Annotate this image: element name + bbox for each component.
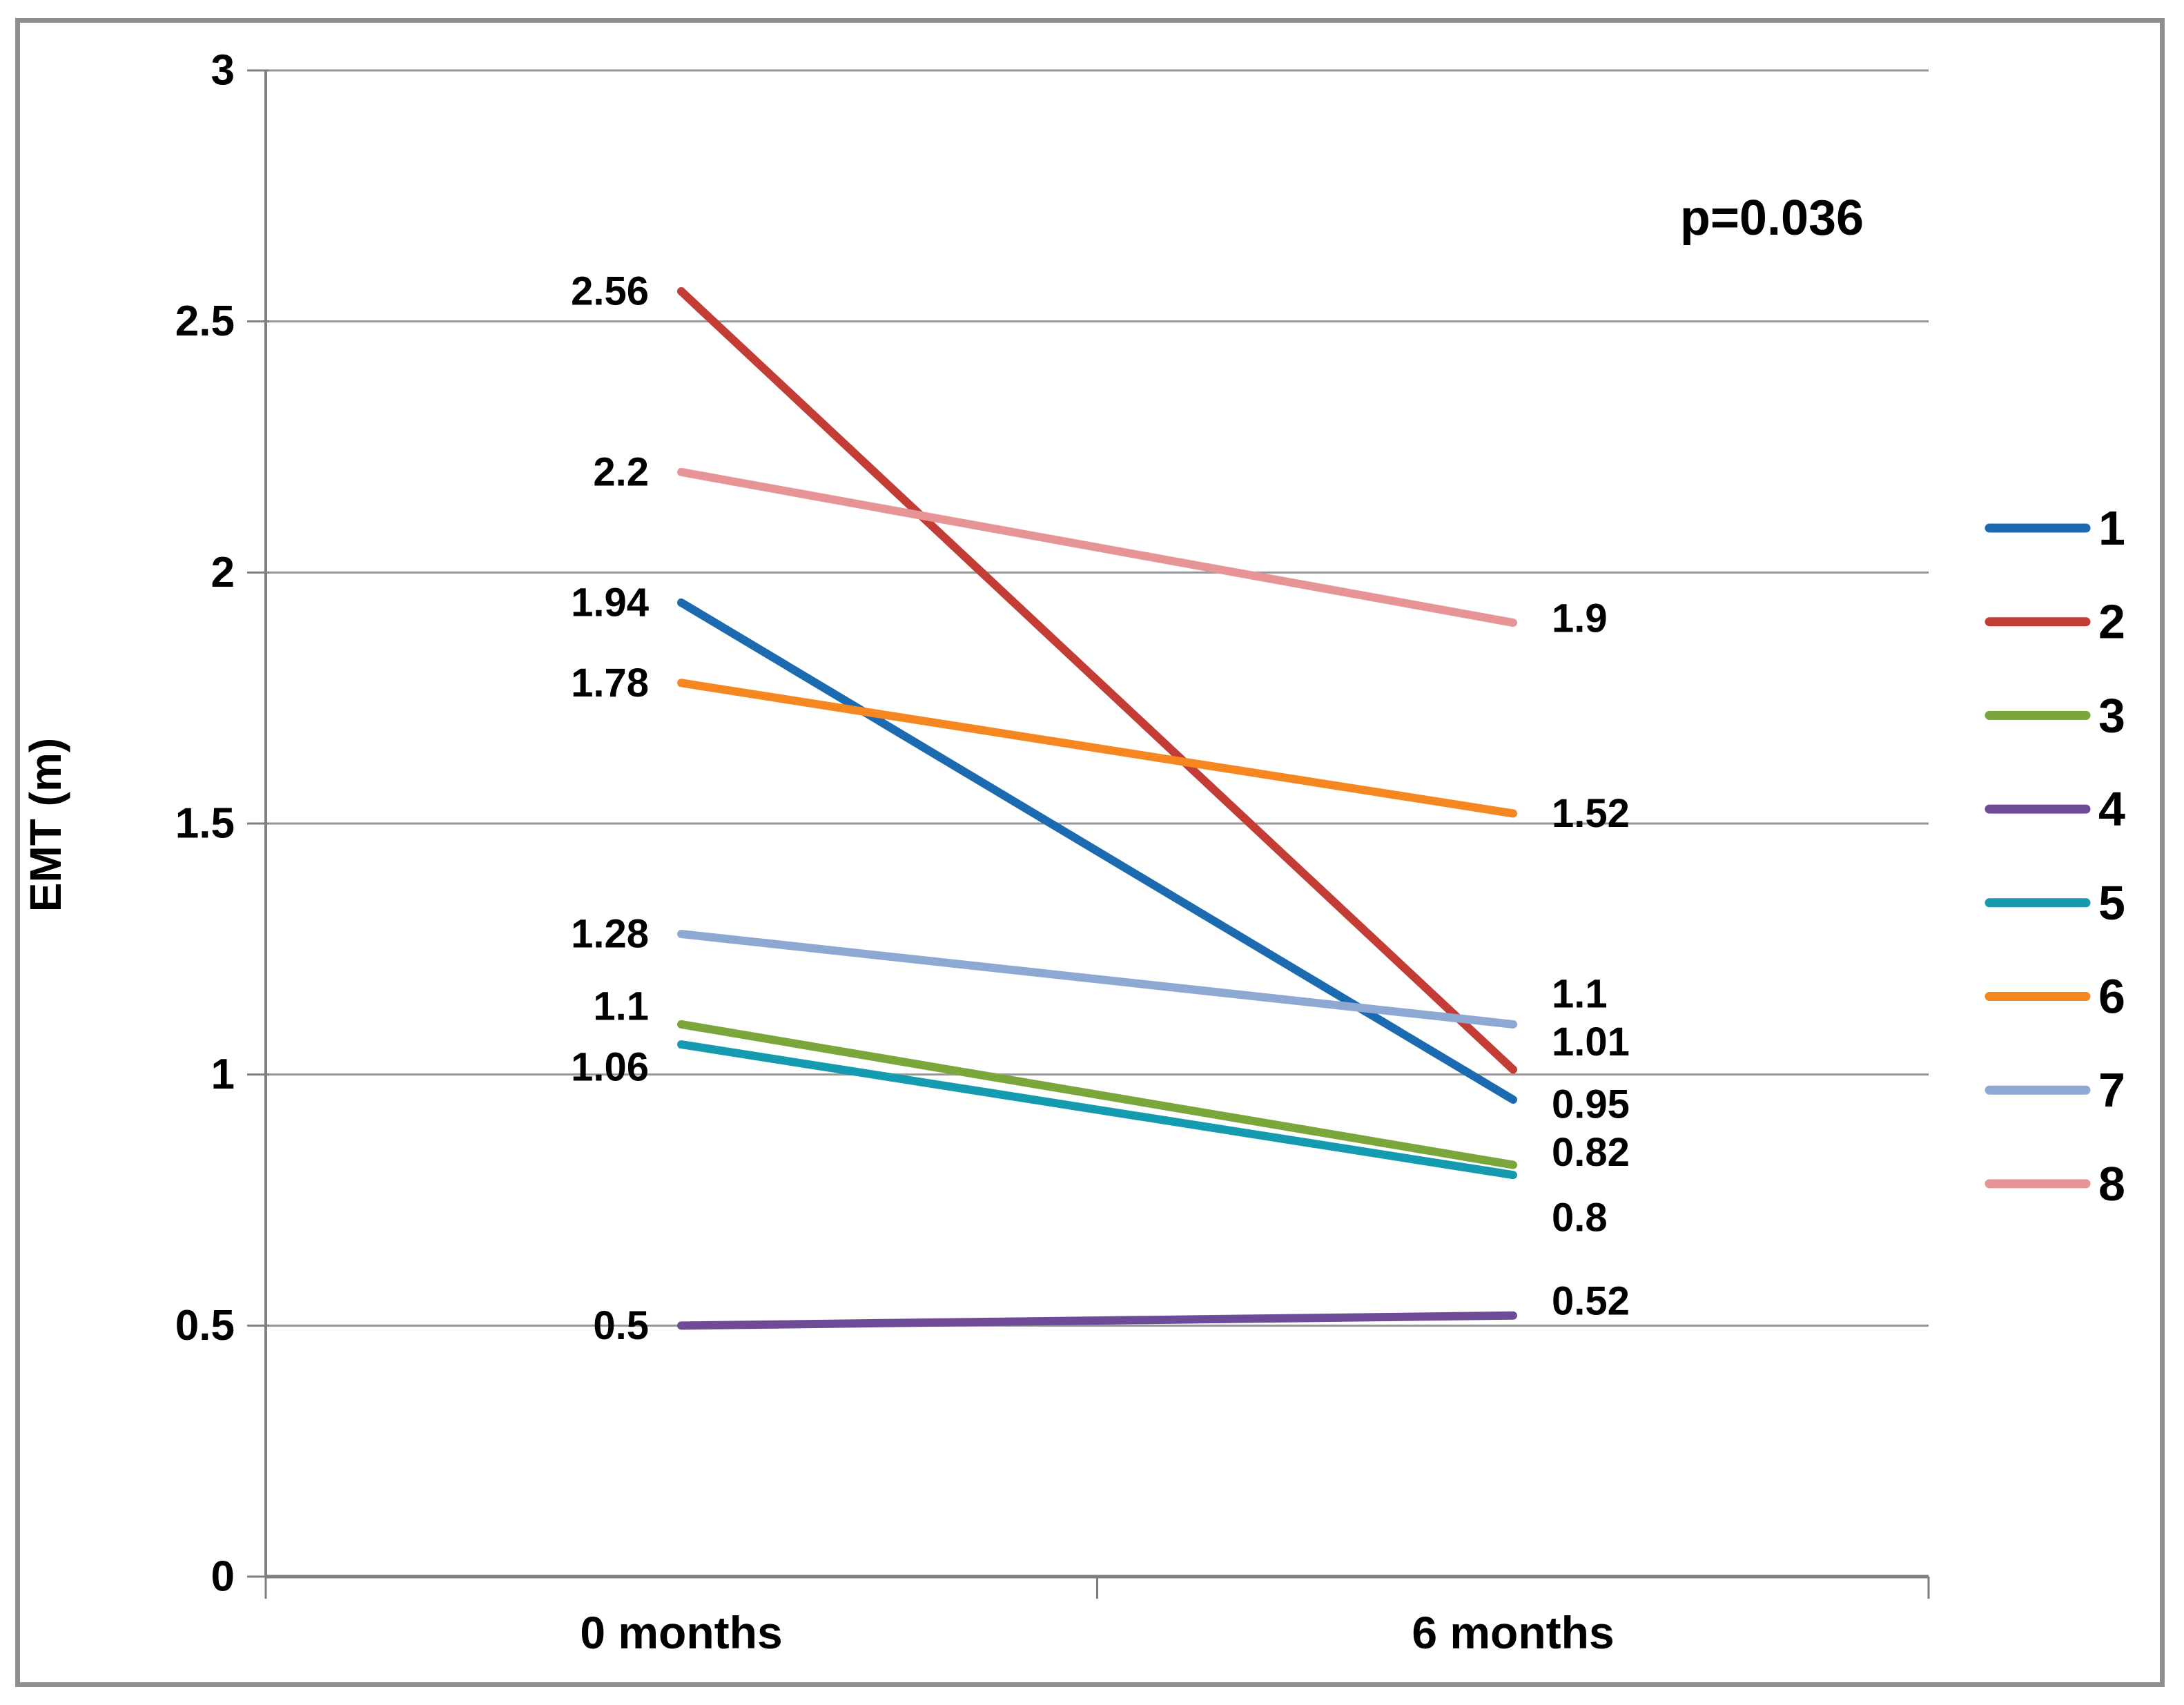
x-axis-label-6-months: 6 months xyxy=(1412,1607,1614,1658)
data-label-end-series-3: 0.82 xyxy=(1552,1130,1630,1175)
data-label-end-series-6: 1.52 xyxy=(1552,791,1630,836)
legend-layer: 1 2 3 4 5 6 7 8 xyxy=(1985,501,2125,1211)
data-label-end-series-2: 1.01 xyxy=(1552,1020,1630,1064)
legend-label-8: 8 xyxy=(2098,1157,2125,1211)
data-label-end-series-5: 0.8 xyxy=(1552,1196,1608,1240)
legend-label-5: 5 xyxy=(2098,876,2125,930)
series-line-5 xyxy=(677,1040,1517,1180)
data-label-start-series-6: 1.78 xyxy=(571,661,649,705)
y-axis-title: EMT (m) xyxy=(21,738,70,912)
axis-layer xyxy=(247,69,1930,1599)
y-tick-label-3: 3 xyxy=(211,47,235,95)
legend-label-6: 6 xyxy=(2098,970,2125,1024)
data-label-start-series-2: 2.56 xyxy=(571,269,649,314)
data-label-start-series-5: 1.06 xyxy=(571,1045,649,1090)
y-tick-label-1.5: 1.5 xyxy=(175,800,235,848)
x-axis-label-0-months: 0 months xyxy=(580,1607,782,1658)
y-tick-label-0.5: 0.5 xyxy=(175,1302,235,1350)
legend-label-4: 4 xyxy=(2098,782,2125,836)
data-label-start-series-7: 1.28 xyxy=(571,912,649,957)
data-label-end-series-4: 0.52 xyxy=(1552,1278,1630,1323)
y-tick-label-2: 2 xyxy=(211,549,235,596)
data-label-start-series-8: 2.2 xyxy=(593,449,649,494)
data-label-start-series-1: 1.94 xyxy=(571,580,649,625)
legend-label-3: 3 xyxy=(2098,688,2125,742)
series-line-4 xyxy=(677,1311,1517,1330)
data-label-start-series-4: 0.5 xyxy=(593,1303,649,1348)
legend-label-2: 2 xyxy=(2098,595,2125,649)
data-label-start-series-3: 1.1 xyxy=(593,984,649,1029)
y-tick-label-1: 1 xyxy=(211,1051,235,1098)
data-label-end-series-1: 0.95 xyxy=(1552,1082,1630,1127)
legend-label-7: 7 xyxy=(2098,1063,2125,1117)
data-label-end-series-8: 1.9 xyxy=(1552,596,1608,641)
series-line-3 xyxy=(677,1020,1517,1169)
y-tick-label-2.5: 2.5 xyxy=(175,298,235,345)
legend-label-1: 1 xyxy=(2098,501,2125,555)
p-value-annotation: p=0.036 xyxy=(1680,191,1864,246)
series-line-6 xyxy=(677,679,1517,818)
y-tick-label-0: 0 xyxy=(211,1553,235,1601)
series-line-8 xyxy=(677,467,1517,627)
series-layer xyxy=(677,287,1517,1330)
series-line-7 xyxy=(677,930,1517,1029)
data-label-end-series-7: 1.1 xyxy=(1552,971,1608,1016)
figure-border-frame xyxy=(15,18,2165,1687)
label-layer: 3 2.5 2 1.5 1 0.5 0 0 months 6 months 1.94 0.95 2.5… xyxy=(21,47,1864,1658)
series-line-1 xyxy=(677,598,1517,1104)
series-line-2 xyxy=(677,287,1517,1074)
grid-layer xyxy=(266,69,1929,1579)
